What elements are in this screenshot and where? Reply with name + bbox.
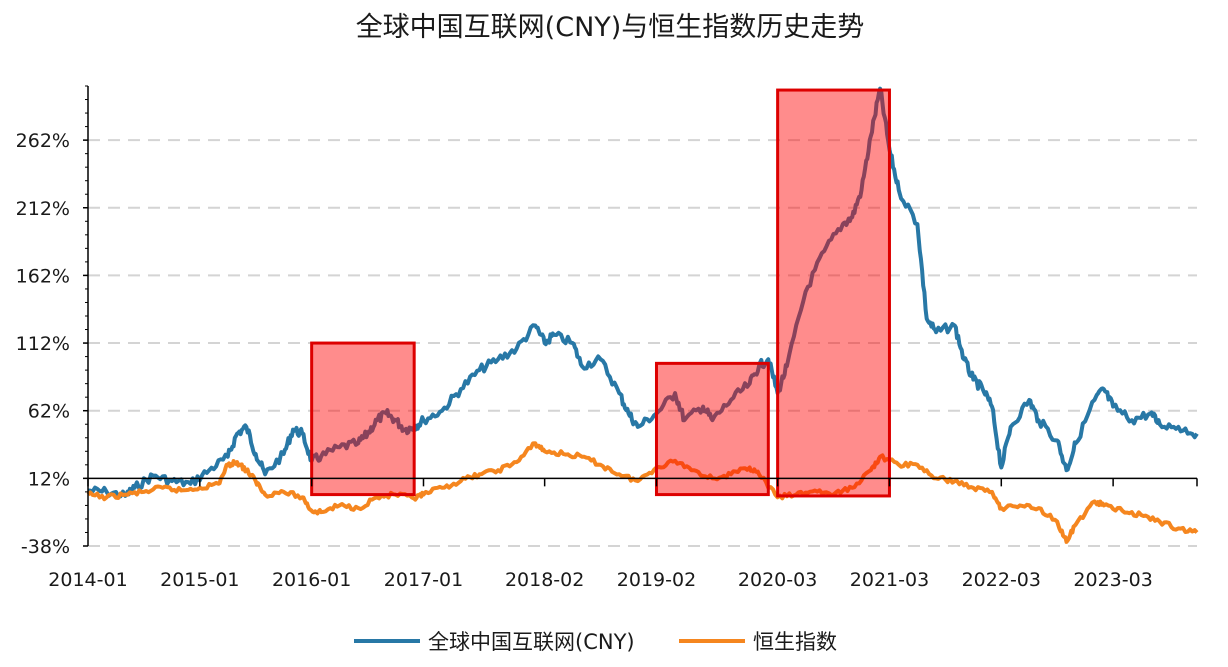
legend-label: 全球中国互联网(CNY) xyxy=(428,630,635,654)
highlight-box xyxy=(310,341,416,497)
y-tick-label: 62% xyxy=(28,401,70,423)
x-tick-label: 2015-01 xyxy=(160,569,239,591)
axes: -38% 12% 62% 112% 162% 212% 262% 2014-01 2015-01… xyxy=(16,85,1198,591)
legend: 全球中国互联网(CNY) 恒生指数 xyxy=(354,630,837,654)
highlight-periods xyxy=(310,88,891,498)
x-tick-label: 2014-01 xyxy=(48,569,127,591)
series-lines xyxy=(86,86,1199,544)
y-tick-label: 162% xyxy=(16,265,70,287)
x-tick-label: 2018-02 xyxy=(505,569,584,591)
grid xyxy=(88,139,1197,547)
y-tick-label: 112% xyxy=(16,333,70,355)
x-tick-label: 2017-01 xyxy=(384,569,463,591)
series-line-0 xyxy=(87,86,1199,499)
y-tick-label: 212% xyxy=(16,198,70,220)
x-tick-label: 2022-03 xyxy=(962,569,1041,591)
y-tick-label: 262% xyxy=(16,130,70,152)
x-tick-label: 2021-03 xyxy=(850,569,929,591)
x-tick-label: 2023-03 xyxy=(1073,569,1152,591)
highlight-box xyxy=(654,361,770,497)
series-line-1 xyxy=(86,441,1199,544)
y-tick-label: -38% xyxy=(21,536,70,558)
highlight-box xyxy=(776,88,891,498)
legend-label: 恒生指数 xyxy=(753,630,837,654)
x-tick-label: 2020-03 xyxy=(738,569,817,591)
chart-title: 全球中国互联网(CNY)与恒生指数历史走势 xyxy=(356,12,865,43)
x-tick-label: 2019-02 xyxy=(617,569,696,591)
x-tick-label: 2016-01 xyxy=(272,569,351,591)
y-tick-label: 12% xyxy=(28,468,70,490)
